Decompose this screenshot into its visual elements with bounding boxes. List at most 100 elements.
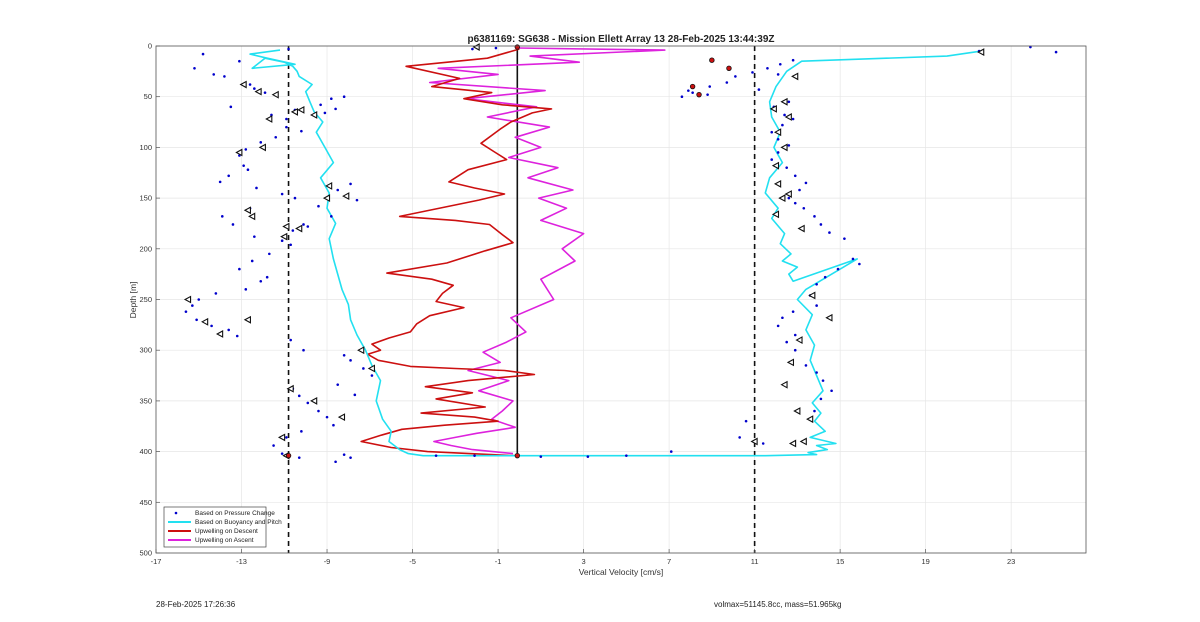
series-point-based-on-pressure-change-64 bbox=[370, 374, 374, 377]
series-point-based-on-pressure-change-147 bbox=[342, 453, 346, 456]
series-line-upwelling-on-ascent bbox=[428, 47, 666, 455]
series-point-based-on-pressure-change-36 bbox=[302, 223, 305, 226]
legend-label-pressure: Based on Pressure Change bbox=[195, 510, 275, 517]
series-point-based-on-pressure-change-57 bbox=[227, 328, 230, 332]
y-tick-label-10: 500 bbox=[139, 549, 152, 558]
red-dot-marker-2 bbox=[696, 91, 702, 98]
series-point-based-on-pressure-change-28 bbox=[255, 186, 258, 190]
y-axis-label: Depth [m] bbox=[128, 282, 138, 319]
triangle-marker-34 bbox=[773, 128, 782, 137]
series-point-based-on-pressure-change-53 bbox=[191, 304, 194, 307]
series-point-based-on-pressure-change-130 bbox=[793, 348, 797, 352]
series-point-based-on-pressure-change-43 bbox=[306, 225, 310, 228]
series-point-based-on-pressure-change-99 bbox=[783, 113, 786, 117]
triangle-marker-14 bbox=[243, 206, 251, 215]
series-point-based-on-pressure-change-34 bbox=[355, 198, 359, 202]
triangle-marker-40 bbox=[771, 210, 780, 219]
series-point-based-on-pressure-change-106 bbox=[770, 158, 774, 161]
triangle-marker-22 bbox=[357, 346, 365, 355]
triangle-marker-30 bbox=[791, 72, 799, 81]
series-point-based-on-pressure-change-26 bbox=[227, 174, 230, 178]
triangle-marker-16 bbox=[235, 148, 243, 157]
series-point-based-on-pressure-change-139 bbox=[761, 442, 765, 445]
series-point-based-on-pressure-change-52 bbox=[197, 298, 201, 301]
series-point-based-on-pressure-change-110 bbox=[798, 188, 801, 192]
series-point-based-on-pressure-change-58 bbox=[235, 334, 239, 338]
series-point-based-on-pressure-change-47 bbox=[238, 267, 241, 271]
series-point-based-on-pressure-change-88 bbox=[734, 75, 737, 78]
series-point-based-on-pressure-change-8 bbox=[263, 91, 267, 94]
legend-label-descent: Upwelling on Descent bbox=[195, 528, 258, 535]
series-point-based-on-pressure-change-29 bbox=[280, 192, 284, 196]
triangle-marker-51 bbox=[788, 439, 797, 448]
series-point-based-on-pressure-change-145 bbox=[434, 454, 438, 457]
series-point-based-on-pressure-change-72 bbox=[332, 423, 335, 427]
series-point-based-on-pressure-change-42 bbox=[291, 229, 295, 232]
triangle-marker-39 bbox=[778, 194, 786, 203]
series-point-based-on-pressure-change-126 bbox=[781, 316, 784, 320]
series-point-based-on-pressure-change-82 bbox=[1054, 50, 1058, 54]
triangle-marker-12 bbox=[295, 224, 303, 233]
triangle-marker-8 bbox=[325, 182, 333, 190]
triangle-marker-38 bbox=[784, 190, 792, 198]
series-point-based-on-pressure-change-84 bbox=[791, 58, 795, 62]
series-point-based-on-pressure-change-5 bbox=[248, 83, 252, 86]
series-point-based-on-pressure-change-133 bbox=[821, 379, 825, 382]
triangle-marker-36 bbox=[771, 161, 780, 170]
series-point-based-on-pressure-change-56 bbox=[210, 324, 213, 328]
series-point-based-on-pressure-change-105 bbox=[776, 151, 780, 154]
series-point-based-on-pressure-change-89 bbox=[725, 81, 729, 84]
x-tick-label-8: 15 bbox=[836, 557, 844, 566]
x-tick-label-3: -5 bbox=[409, 557, 416, 566]
series-point-based-on-pressure-change-109 bbox=[804, 181, 808, 185]
series-point-based-on-pressure-change-55 bbox=[195, 318, 198, 322]
series-point-based-on-pressure-change-121 bbox=[823, 275, 827, 279]
triangle-marker-45 bbox=[786, 358, 795, 367]
triangle-marker-1 bbox=[271, 90, 279, 99]
triangle-marker-24 bbox=[286, 384, 294, 393]
series-point-based-on-pressure-change-25 bbox=[246, 168, 250, 172]
triangle-marker-31 bbox=[780, 97, 788, 106]
series-point-based-on-pressure-change-132 bbox=[815, 371, 818, 374]
chart-title: p6381169: SG638 - Mission Ellett Array 1… bbox=[467, 34, 774, 45]
legend: Based on Pressure Change Based on Buoyan… bbox=[163, 506, 282, 548]
series-point-based-on-pressure-change-86 bbox=[766, 67, 769, 70]
series-point-based-on-pressure-change-35 bbox=[330, 215, 333, 218]
legend-label-buoyancy: Based on Buoyancy and Pitch bbox=[195, 519, 282, 526]
series-point-based-on-pressure-change-143 bbox=[539, 455, 543, 458]
triangle-marker-43 bbox=[825, 313, 833, 322]
series-point-based-on-pressure-change-100 bbox=[791, 117, 795, 121]
series-point-based-on-pressure-change-128 bbox=[793, 333, 797, 337]
series-point-based-on-pressure-change-66 bbox=[336, 383, 340, 386]
series-point-based-on-pressure-change-146 bbox=[349, 456, 352, 459]
triangle-marker-37 bbox=[773, 179, 782, 188]
series-point-based-on-pressure-change-22 bbox=[244, 148, 248, 151]
red-dot-marker-5 bbox=[514, 452, 521, 459]
y-tick-label-6: 300 bbox=[139, 346, 152, 355]
series-point-based-on-pressure-change-46 bbox=[250, 259, 254, 263]
triangle-marker-35 bbox=[780, 143, 788, 152]
series-point-based-on-pressure-change-78 bbox=[334, 460, 337, 464]
x-axis-ticks: -17 -13 -9 -5 -1 3 7 11 15 19 23 bbox=[151, 549, 1015, 566]
series-point-based-on-pressure-change-127 bbox=[776, 324, 780, 328]
series-point-based-on-pressure-change-15 bbox=[342, 95, 346, 98]
series-point-based-on-pressure-change-119 bbox=[858, 262, 861, 266]
series-point-based-on-pressure-change-144 bbox=[473, 454, 476, 457]
triangle-marker-7 bbox=[297, 105, 305, 114]
series-point-based-on-pressure-change-32 bbox=[336, 188, 340, 192]
series-point-based-on-pressure-change-77 bbox=[297, 456, 301, 459]
series-point-based-on-pressure-change-41 bbox=[280, 239, 284, 242]
series-point-based-on-pressure-change-112 bbox=[793, 201, 797, 205]
red-dot-marker-0 bbox=[726, 65, 732, 72]
y-tick-label-2: 100 bbox=[139, 143, 152, 152]
series-point-based-on-pressure-change-87 bbox=[751, 71, 754, 74]
series-point-based-on-pressure-change-45 bbox=[268, 252, 271, 256]
x-tick-label-7: 11 bbox=[751, 557, 759, 566]
triangle-marker-9 bbox=[322, 194, 331, 203]
triangle-marker-0 bbox=[472, 43, 480, 51]
series-point-based-on-pressure-change-4 bbox=[223, 75, 226, 78]
y-tick-label-8: 400 bbox=[139, 447, 152, 456]
series-point-based-on-pressure-change-19 bbox=[300, 129, 303, 133]
x-tick-label-0: -17 bbox=[151, 557, 162, 566]
